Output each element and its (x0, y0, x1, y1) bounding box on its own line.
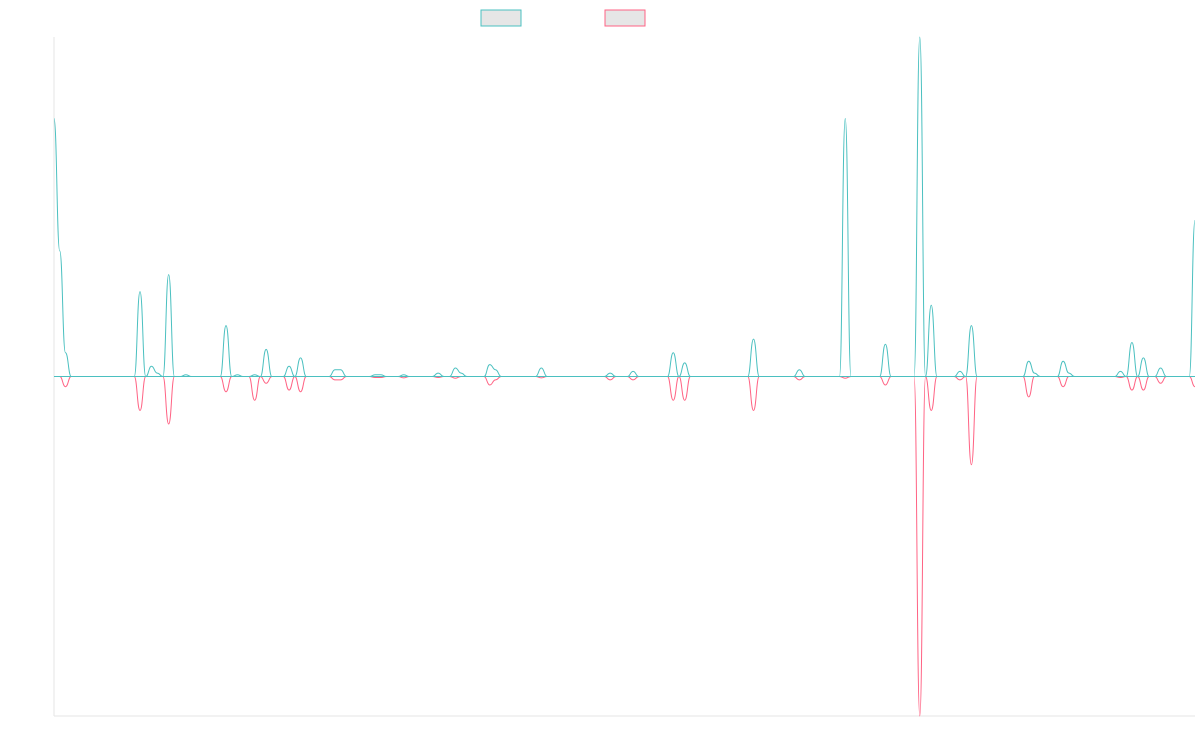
legend-swatch-series-2[interactable] (604, 9, 646, 27)
series-layer (53, 36, 1196, 717)
legend (480, 9, 646, 27)
legend-swatch-series-1[interactable] (480, 9, 522, 27)
series-line-2 (54, 375, 1196, 717)
series-line-1 (53, 36, 1196, 378)
